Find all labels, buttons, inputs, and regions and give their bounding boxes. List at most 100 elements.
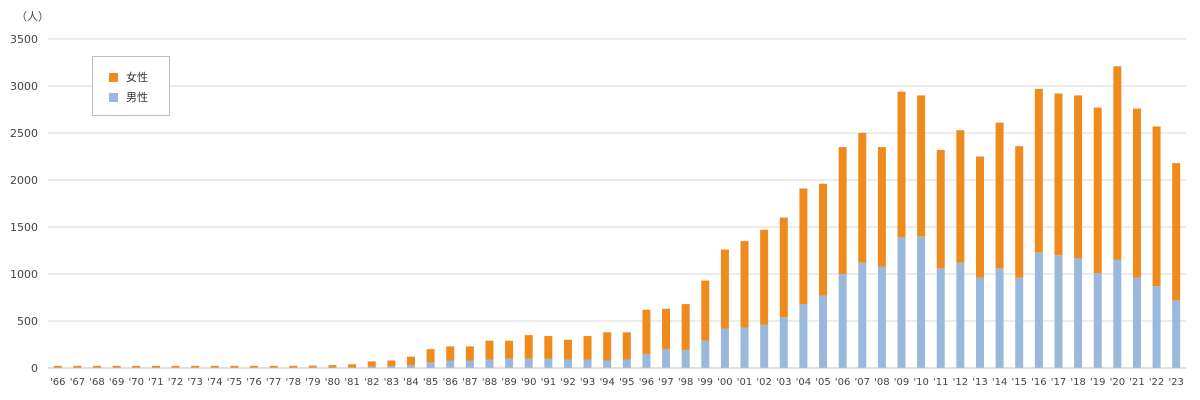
- x-tick-label: '73: [187, 377, 202, 388]
- bar-segment-female: [603, 332, 612, 361]
- bar-segment-female: [93, 365, 102, 368]
- bar-segment-male: [583, 359, 592, 368]
- y-tick-label: 2500: [10, 127, 38, 140]
- x-tick-label: '82: [364, 377, 379, 388]
- bar-segment-male: [760, 324, 769, 368]
- bar-segment-male: [1093, 273, 1102, 368]
- x-tick-label: '05: [815, 377, 830, 388]
- x-tick-label: '97: [658, 377, 673, 388]
- bar-segment-female: [1152, 126, 1161, 287]
- bar-segment-male: [995, 268, 1004, 368]
- bar-segment-female: [53, 365, 62, 368]
- y-tick-label: 1500: [10, 221, 38, 234]
- bar-segment-female: [348, 364, 357, 368]
- bars: [53, 66, 1181, 368]
- bar-segment-female: [897, 91, 906, 238]
- bar-segment-female: [877, 147, 886, 267]
- bar-segment-male: [524, 358, 533, 368]
- bar-segment-male: [662, 349, 671, 368]
- bar-segment-female: [1172, 163, 1181, 301]
- x-tick-label: '12: [953, 377, 968, 388]
- bar-segment-female: [799, 188, 808, 305]
- x-tick-label: '86: [442, 377, 457, 388]
- bar-segment-female: [289, 365, 298, 368]
- x-tick-label: '98: [678, 377, 693, 388]
- x-tick-label: '89: [501, 377, 516, 388]
- x-tick-label: '81: [344, 377, 359, 388]
- x-tick-label: '04: [796, 377, 811, 388]
- x-tick-label: '70: [129, 377, 144, 388]
- bar-segment-female: [465, 346, 474, 361]
- x-tick-label: '80: [325, 377, 340, 388]
- bar-segment-male: [387, 366, 396, 368]
- x-tick-label: '88: [482, 377, 497, 388]
- x-tick-label: '99: [698, 377, 713, 388]
- x-tick-label: '13: [972, 377, 987, 388]
- bar-segment-female: [1074, 95, 1083, 259]
- bar-segment-female: [662, 308, 671, 350]
- x-tick-label: '77: [266, 377, 281, 388]
- bar-segment-female: [230, 365, 239, 368]
- bar-segment-female: [328, 365, 337, 368]
- bar-segment-male: [367, 366, 376, 368]
- x-tick-label: '68: [89, 377, 104, 388]
- x-tick-label: '74: [207, 377, 222, 388]
- legend-swatch-female: [109, 72, 118, 82]
- bar-segment-male: [1172, 300, 1181, 368]
- y-axis-ticks: 0 500 1000 1500 2000 2500 3000 3500: [10, 33, 38, 375]
- bar-segment-male: [1152, 286, 1161, 368]
- bar-segment-female: [171, 365, 180, 368]
- bar-segment-female: [73, 365, 82, 368]
- bar-segment-female: [1015, 146, 1024, 278]
- x-tick-label: '75: [227, 377, 242, 388]
- bar-segment-male: [779, 317, 788, 368]
- bar-segment-female: [740, 241, 749, 328]
- bar-segment-female: [779, 217, 788, 318]
- bar-segment-male: [426, 362, 435, 368]
- bar-segment-male: [603, 360, 612, 368]
- x-tick-label: '83: [384, 377, 399, 388]
- bar-segment-male: [720, 328, 729, 368]
- bar-segment-male: [1034, 252, 1043, 368]
- x-tick-label: '09: [894, 377, 909, 388]
- bar-segment-male: [485, 359, 494, 368]
- bar-segment-female: [505, 340, 514, 359]
- bar-segment-male: [799, 304, 808, 368]
- bar-segment-female: [112, 365, 121, 368]
- bar-segment-female: [583, 336, 592, 360]
- bar-segment-female: [1113, 66, 1122, 260]
- x-tick-label: '21: [1129, 377, 1144, 388]
- x-tick-label: '18: [1070, 377, 1085, 388]
- bar-segment-male: [406, 365, 415, 368]
- bar-segment-female: [250, 365, 259, 368]
- bar-segment-male: [819, 295, 828, 368]
- bar-segment-female: [367, 361, 376, 367]
- y-tick-label: 3000: [10, 80, 38, 93]
- x-tick-label: '06: [835, 377, 850, 388]
- bar-segment-male: [936, 268, 945, 368]
- bar-segment-male: [956, 262, 965, 368]
- bar-segment-male: [838, 274, 847, 368]
- bar-segment-male: [877, 266, 886, 368]
- x-tick-label: '00: [717, 377, 732, 388]
- bar-segment-male: [1054, 255, 1063, 368]
- bar-segment-female: [975, 156, 984, 278]
- bar-segment-female: [1132, 108, 1141, 278]
- bar-segment-female: [446, 346, 455, 361]
- bar-segment-male: [563, 359, 572, 368]
- bar-segment-male: [858, 262, 867, 368]
- bar-segment-female: [544, 336, 553, 359]
- x-tick-label: '11: [933, 377, 948, 388]
- x-tick-label: '69: [109, 377, 124, 388]
- bar-segment-female: [426, 349, 435, 363]
- bar-segment-female: [956, 130, 965, 263]
- bar-segment-female: [701, 280, 710, 341]
- bar-segment-female: [917, 95, 926, 237]
- x-tick-label: '93: [580, 377, 595, 388]
- x-tick-label: '15: [1011, 377, 1026, 388]
- bar-segment-female: [406, 356, 415, 366]
- x-tick-label: '20: [1110, 377, 1125, 388]
- x-tick-label: '22: [1149, 377, 1164, 388]
- bar-segment-female: [269, 365, 278, 368]
- x-tick-label: '72: [168, 377, 183, 388]
